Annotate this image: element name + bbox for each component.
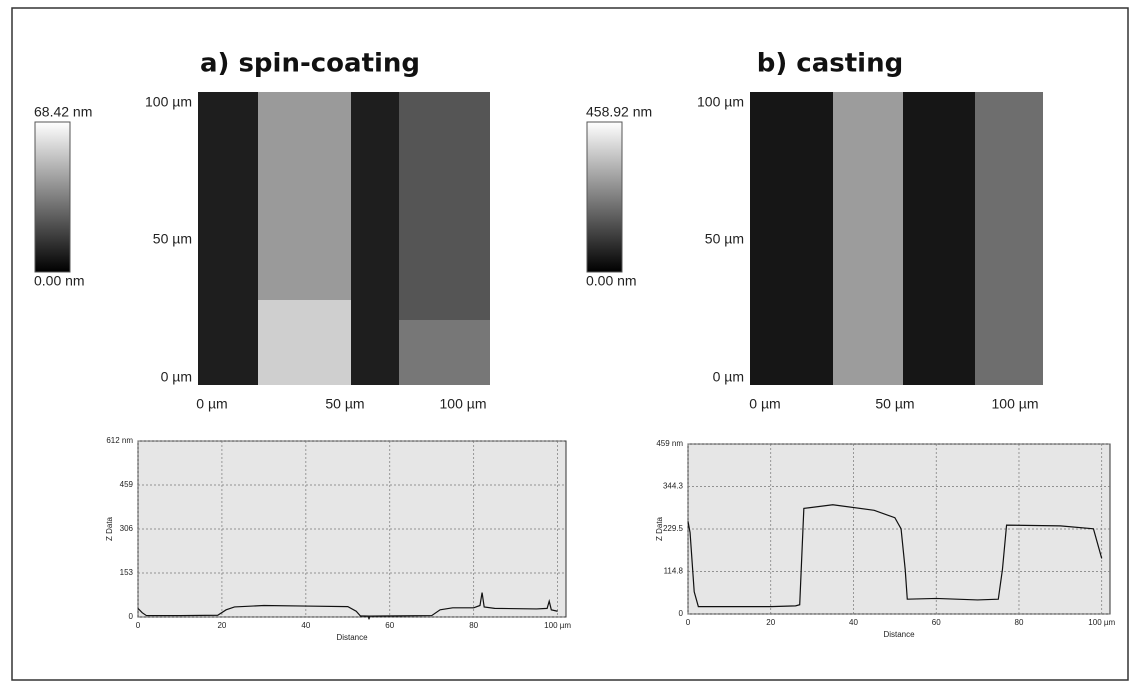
- y-tick-label: 0: [679, 609, 684, 618]
- x-tick-label: 40: [849, 618, 858, 627]
- image-x-label: 50 µm: [875, 396, 914, 412]
- afm-image: [198, 92, 490, 385]
- y-tick-label: 229.5: [663, 524, 684, 533]
- x-tick-label: 80: [469, 621, 478, 630]
- y-tick-label: 344.3: [663, 482, 684, 491]
- x-tick-label: 60: [385, 621, 394, 630]
- panel-title: b) casting: [757, 49, 903, 79]
- image-y-label: 50 µm: [153, 231, 192, 247]
- image-x-label: 0 µm: [196, 396, 227, 412]
- colorbar-max: 458.92 nm: [586, 104, 652, 120]
- y-tick-label: 459: [120, 480, 134, 489]
- image-x-label: 0 µm: [749, 396, 780, 412]
- image-y-label: 50 µm: [705, 231, 744, 247]
- y-tick-label: 459 nm: [656, 439, 683, 448]
- image-y-label: 100 µm: [145, 94, 192, 110]
- y-axis-label: Z Data: [655, 516, 664, 541]
- y-tick-label: 612 nm: [106, 436, 133, 445]
- x-tick-label: 80: [1015, 618, 1024, 627]
- colorbar-max: 68.42 nm: [34, 104, 92, 120]
- y-axis-label: Z Data: [105, 516, 114, 541]
- image-x-label: 100 µm: [992, 396, 1039, 412]
- image-y-label: 100 µm: [697, 94, 744, 110]
- y-tick-label: 153: [120, 568, 134, 577]
- x-tick-label: 40: [301, 621, 310, 630]
- x-tick-label: 20: [217, 621, 226, 630]
- colorbar-min: 0.00 nm: [34, 273, 85, 289]
- y-tick-label: 306: [120, 524, 134, 533]
- image-x-label: 100 µm: [440, 396, 487, 412]
- x-tick-label: 60: [932, 618, 941, 627]
- colorbar-min: 0.00 nm: [586, 273, 637, 289]
- afm-image: [750, 92, 1043, 385]
- profile-line: [687, 504, 1103, 608]
- x-tick-label: 100 µm: [544, 621, 571, 630]
- x-tick-label: 100 µm: [1088, 618, 1115, 627]
- x-axis-label: Distance: [336, 633, 368, 642]
- image-x-label: 50 µm: [325, 396, 364, 412]
- image-y-label: 0 µm: [161, 369, 192, 385]
- colorbar: [34, 121, 71, 273]
- profile-line: [137, 592, 558, 617]
- y-tick-label: 0: [129, 612, 134, 621]
- panel-title: a) spin-coating: [200, 49, 420, 79]
- x-tick-label: 0: [136, 621, 141, 630]
- image-y-label: 0 µm: [713, 369, 744, 385]
- x-axis-label: Distance: [883, 630, 915, 639]
- colorbar: [586, 121, 623, 273]
- plot-area: [687, 443, 1111, 615]
- y-tick-label: 114.8: [664, 567, 684, 576]
- x-tick-label: 0: [686, 618, 691, 627]
- x-tick-label: 20: [766, 618, 775, 627]
